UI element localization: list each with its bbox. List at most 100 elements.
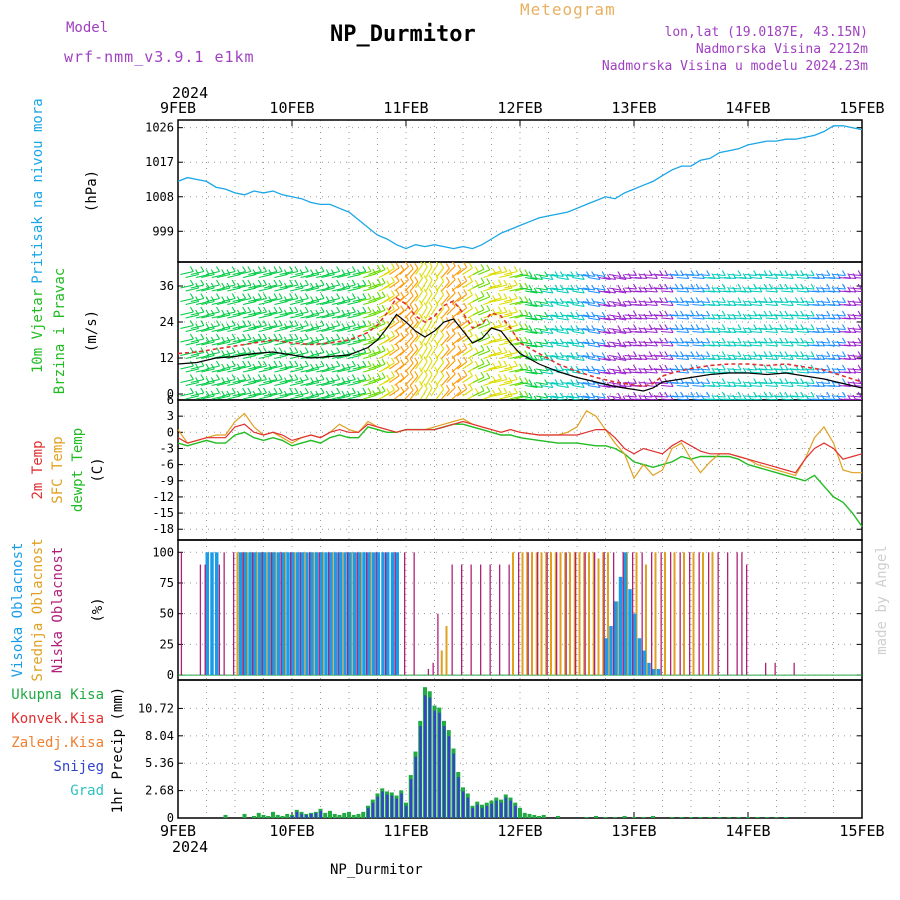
wind-barb: [441, 335, 450, 346]
wind-barb: [603, 290, 616, 294]
wind-barb: [728, 341, 742, 344]
wind-barb: [498, 368, 513, 373]
wind-barb: [802, 300, 815, 304]
wind-barb: [817, 354, 830, 358]
wind-barb: [692, 303, 705, 307]
wind-barb: [519, 341, 533, 345]
wind-barb-flag: [486, 291, 491, 298]
wind-barb: [713, 395, 726, 398]
wind-barb: [624, 368, 637, 371]
wind-barb: [368, 377, 381, 384]
wind-barb: [739, 330, 752, 334]
precip-total-bar: [603, 816, 608, 818]
wind-barb-flag: [826, 364, 831, 371]
wind-barb: [373, 269, 386, 276]
wind-barb: [253, 365, 267, 370]
precip-snow-bar: [452, 753, 455, 818]
wind-barb: [556, 344, 569, 348]
wind-barb: [195, 327, 210, 333]
wind-barb: [598, 384, 611, 389]
wind-barb: [331, 381, 346, 387]
wind-barb: [284, 392, 298, 397]
wind-barb-flag: [242, 279, 247, 286]
elevation-label: Nadmorska Visina 2212m: [695, 42, 868, 57]
wind-barb: [551, 287, 564, 291]
wind-barb-flag: [278, 333, 283, 340]
wind-barb: [587, 317, 601, 321]
wind-barb: [368, 364, 381, 370]
wind-barb: [645, 330, 658, 334]
wind-barb: [415, 385, 423, 397]
wind-barb-flag: [559, 325, 564, 331]
wind-barb-flag: [842, 283, 846, 290]
cloud-high-bar: [642, 650, 646, 676]
wind-barb-flag: [445, 384, 450, 391]
wind-barb: [634, 357, 647, 361]
cloud-low-bar: [252, 552, 254, 676]
wind-barb-flag: [304, 279, 309, 286]
wind-barb-flag: [263, 279, 267, 286]
wind-barb-flag: [381, 264, 386, 270]
wind-barb: [587, 398, 598, 400]
wind-barb: [640, 368, 653, 371]
wind-barb: [765, 303, 778, 307]
wind-barb: [389, 348, 400, 356]
wind-barb: [760, 395, 773, 398]
cloud-low-bar: [404, 552, 406, 676]
wind-barb-flag: [601, 352, 606, 358]
wind-barb: [556, 330, 569, 335]
wind-barb-flag: [390, 384, 395, 391]
cloud-mid-bar: [526, 552, 529, 676]
cloud-mid-bar: [711, 552, 714, 676]
wind-barb: [216, 287, 231, 292]
wind-barb-flag: [575, 379, 580, 385]
wind-barb: [676, 398, 689, 400]
wind-barb-flag: [480, 304, 485, 311]
wind-barb: [760, 314, 773, 317]
wind-barb: [723, 330, 736, 334]
wind-barb-flag: [721, 283, 726, 290]
date-tick-label-bottom: 10FEB: [269, 822, 314, 840]
wind-barb: [540, 371, 553, 375]
wind-barb: [519, 327, 533, 332]
wind-barb: [713, 314, 726, 317]
wind-barb-flag: [559, 298, 564, 304]
wind-barb-flag: [299, 390, 304, 397]
wind-barb: [331, 300, 346, 306]
wind-barb: [608, 368, 621, 372]
wind-barb-flag: [315, 309, 320, 316]
wind-barb-flag: [294, 266, 299, 272]
wind-barb-flag: [423, 383, 428, 389]
wind-barb-flag: [195, 350, 200, 356]
wind-barb: [253, 392, 267, 397]
wind-barb-flag: [195, 363, 200, 370]
wind-barb: [525, 384, 538, 389]
precip-snow-bar: [490, 803, 493, 818]
wind-barb: [337, 368, 351, 373]
wind-barb: [566, 381, 580, 386]
wind-barb: [504, 365, 518, 370]
wind-barb-flag: [519, 336, 524, 343]
wind-barb: [854, 290, 862, 293]
wind-barb: [765, 384, 778, 388]
wind-barb-flag: [263, 333, 267, 340]
precip-total-bar: [285, 813, 290, 818]
cloud-high-bar: [295, 552, 300, 676]
wind-barb: [598, 371, 611, 375]
wind-barb-flag: [294, 293, 299, 299]
wind-barb: [530, 290, 543, 294]
wind-barb-flag: [210, 296, 215, 302]
wind-barb-flag: [351, 306, 356, 313]
wind-barb-flag: [336, 374, 341, 380]
y-tick-label: 0: [167, 668, 174, 682]
wind-barb: [556, 290, 569, 294]
wind-barb-flag: [513, 374, 518, 380]
precip-total-bar: [717, 816, 722, 818]
cloud-low-bar: [565, 552, 567, 676]
wind-barb: [420, 320, 428, 332]
precip-total-bar: [342, 812, 347, 818]
wind-barb: [472, 309, 485, 316]
wind-barb: [634, 371, 647, 374]
cloud-high-bar: [390, 552, 395, 676]
wind-barb: [180, 392, 194, 397]
